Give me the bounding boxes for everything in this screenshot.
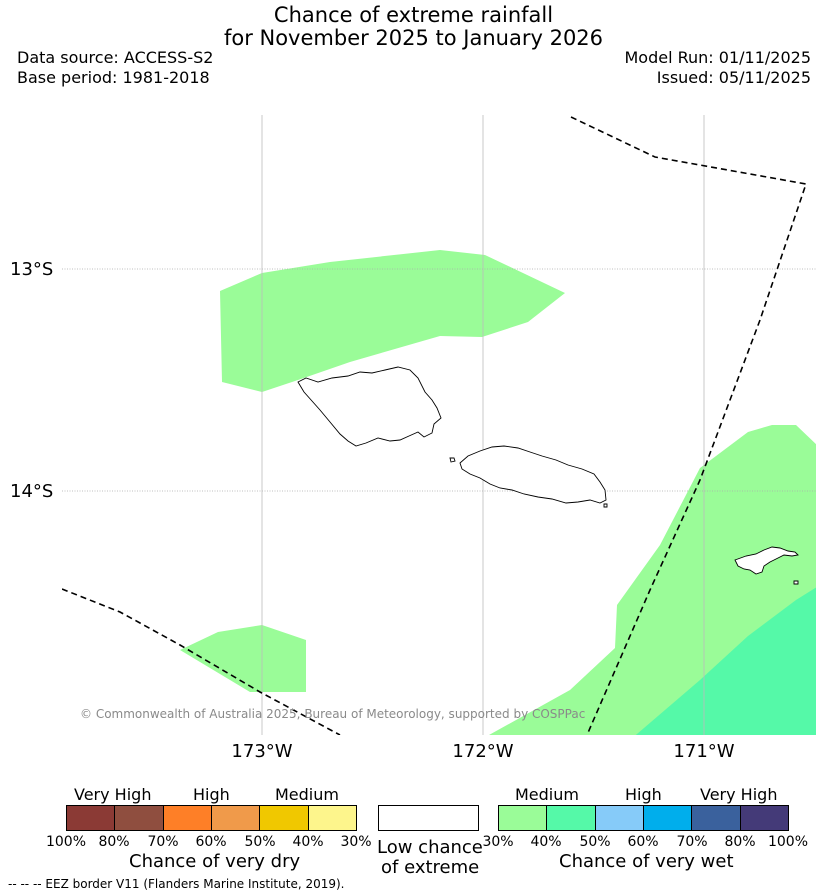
wet-tick-80: 80% [724,834,756,850]
island-tutuila [734,546,799,575]
wet-area-southeast-medium [635,587,816,735]
wet-swatch-30-40 [499,806,548,830]
wet-tick-60: 60% [627,834,659,850]
wet-tick-100: 100% [767,834,809,850]
low-chance-swatch [378,805,479,831]
wet-area-southwest [180,625,306,692]
dry-group-high: High [193,785,230,804]
island-upolu [459,445,607,504]
wet-tick-70: 70% [676,834,708,850]
wet-swatch-50-60 [595,806,644,830]
wet-tick-50: 50% [579,834,611,850]
wet-swatch-70-80 [692,806,741,830]
wet-group-medium: Medium [515,785,579,804]
lat-label-14s: 14°S [10,481,53,502]
model-run-text: Model Run: 01/11/2025 [624,48,812,67]
dry-swatch-60-50 [211,806,261,830]
data-source-text: Data source: ACCESS-S2 [17,48,214,67]
dry-tick-70: 70% [147,834,179,850]
dry-swatch-50-40 [260,806,309,830]
dry-swatch-80-70 [115,806,164,830]
lon-label-171w: 171°W [673,741,734,762]
base-period-text: Base period: 1981-2018 [17,68,210,87]
dry-tick-40: 40% [292,834,324,850]
title-line-2: for November 2025 to January 2026 [223,26,604,50]
eez-border-east [570,116,808,735]
wet-legend-title: Chance of very wet [559,851,734,872]
wet-swatch-40-50 [547,806,596,830]
meta-right: Model Run: 01/11/2025 Issued: 05/11/2025 [625,48,812,88]
low-chance-line-2: of extreme [381,857,480,878]
issued-text: Issued: 05/11/2025 [656,68,811,87]
island-aunuu [793,580,799,585]
copyright-text: © Commonwealth of Australia 2025, Bureau… [80,707,585,721]
dry-tick-30: 30% [340,834,372,850]
dry-swatch-40-30 [308,806,356,830]
island-small-east [603,503,608,508]
dry-tick-100: 100% [45,834,87,850]
dry-swatch-100-80 [67,806,116,830]
island-savaii [297,366,442,447]
wet-tick-40: 40% [530,834,562,850]
dry-legend-title: Chance of very dry [129,851,301,872]
eez-border-west [62,588,341,735]
meta-left: Data source: ACCESS-S2 Base period: 1981… [17,48,213,88]
island-manono [449,457,456,463]
low-chance-line-1: Low chance [377,837,483,858]
dry-group-medium: Medium [275,785,339,804]
lon-label-172w: 172°W [452,741,513,762]
dry-group-very-high: Very High [74,785,152,804]
dry-swatch-70-60 [163,806,212,830]
title-line-1: Chance of extreme rainfall [273,3,554,27]
wet-colorbar [498,805,789,831]
wet-group-very-high: Very High [700,785,778,804]
dry-tick-50: 50% [244,834,276,850]
dry-tick-60: 60% [195,834,227,850]
wet-tick-30: 30% [482,834,514,850]
wet-area-north [220,250,565,392]
dry-tick-80: 80% [98,834,130,850]
wet-swatch-80-100 [740,806,788,830]
dry-colorbar [66,805,357,831]
lon-label-173w: 173°W [231,741,292,762]
eez-footnote: -- -- -- EEZ border V11 (Flanders Marine… [8,877,345,891]
wet-swatch-60-70 [643,806,693,830]
wet-group-high: High [625,785,662,804]
lat-label-13s: 13°S [10,259,53,280]
